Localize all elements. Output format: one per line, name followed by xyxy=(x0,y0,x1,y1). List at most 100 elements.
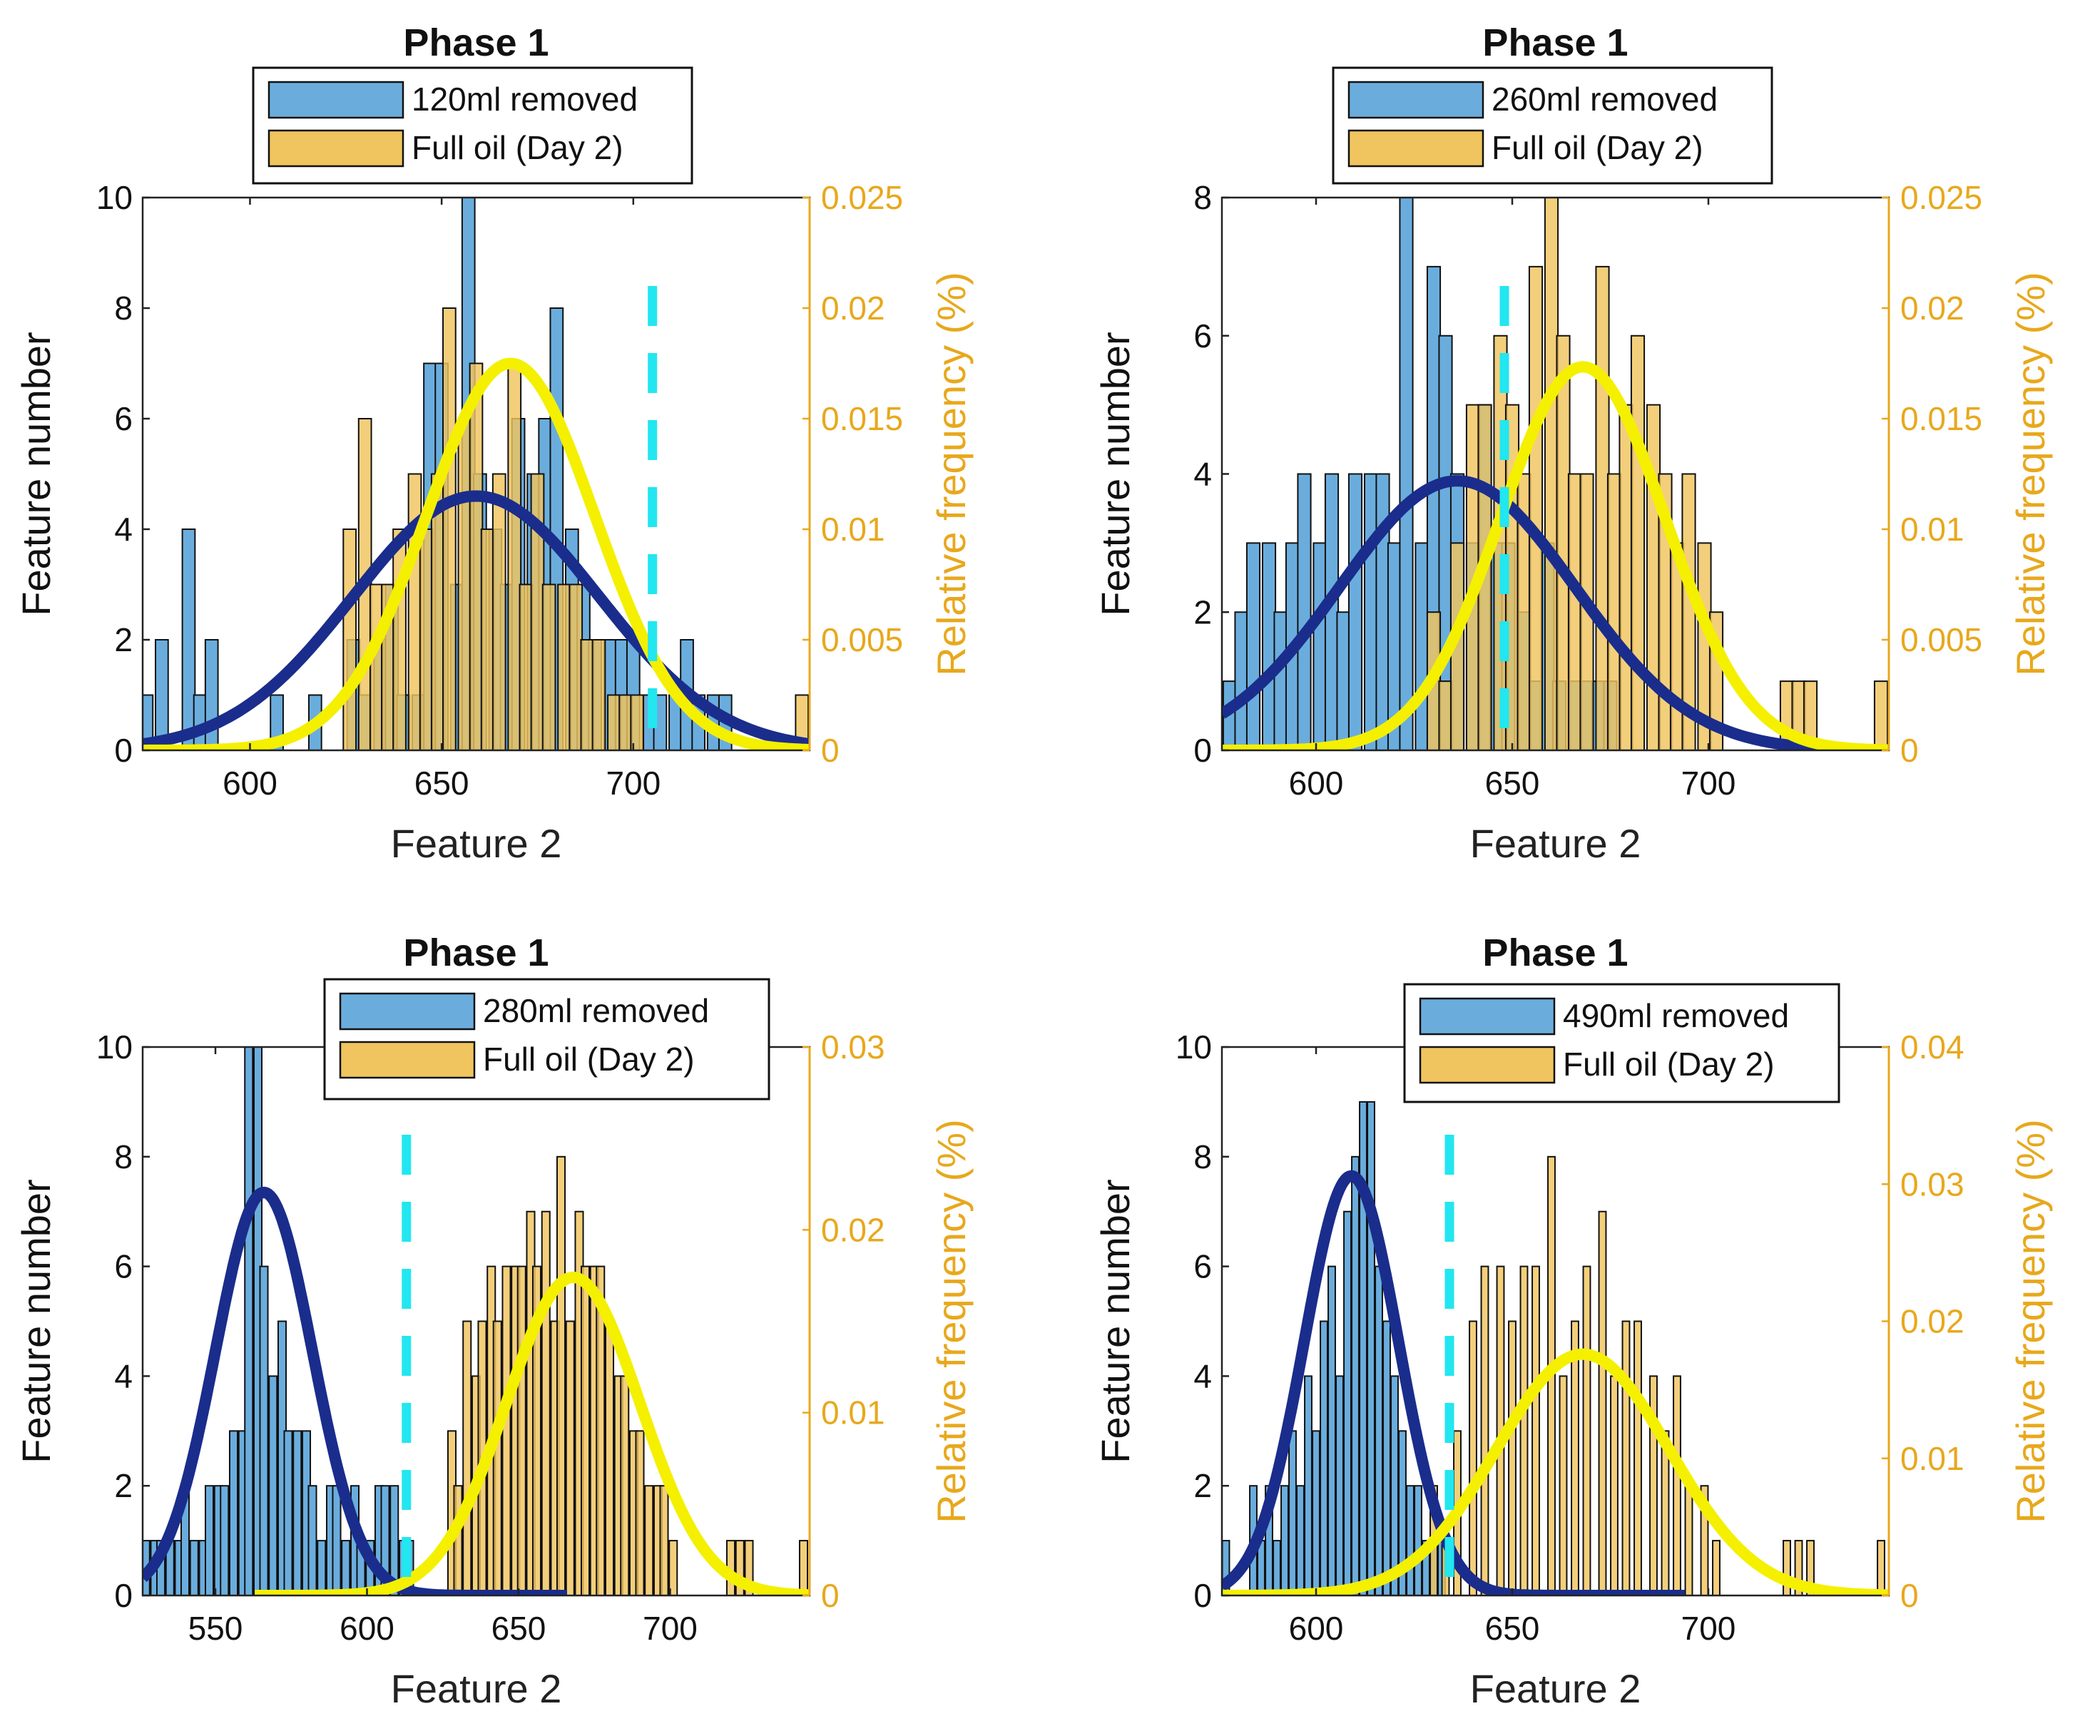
y-tick-label: 10 xyxy=(96,179,133,216)
bar-full-oil xyxy=(1873,680,1889,750)
legend-label-removed: 120ml removed xyxy=(412,81,638,118)
bar-full-oil xyxy=(1519,1265,1529,1595)
legend-label-full-oil: Full oil (Day 2) xyxy=(483,1041,695,1078)
bar-removed xyxy=(1406,1485,1415,1595)
bar-full-oil xyxy=(659,1485,669,1595)
bar-removed xyxy=(1245,542,1261,750)
y-tick-label: 4 xyxy=(1193,456,1212,493)
legend-label-full-oil: Full oil (Day 2) xyxy=(1492,129,1703,166)
bar-removed xyxy=(1327,1265,1336,1595)
bar-full-oil xyxy=(569,583,583,750)
bar-removed xyxy=(1280,1485,1289,1595)
legend-label-full-oil: Full oil (Day 2) xyxy=(1563,1046,1775,1083)
y-tick-label: 8 xyxy=(114,290,133,327)
fit-curve-full-oil xyxy=(1222,361,1889,750)
bar-full-oil xyxy=(1794,1540,1803,1595)
legend: 120ml removed Full oil (Day 2) xyxy=(252,66,693,185)
y2-tick-label: 0 xyxy=(821,1577,840,1614)
bar-full-oil xyxy=(644,1485,654,1595)
fit-curve-full-oil xyxy=(251,1272,810,1595)
bar-full-oil xyxy=(580,639,595,750)
bar-full-oil xyxy=(580,1265,591,1595)
x-tick-label: 650 xyxy=(414,765,469,802)
bar-full-oil xyxy=(1661,1430,1670,1595)
bar-full-oil xyxy=(1606,473,1622,750)
bars-full-oil xyxy=(342,307,810,750)
bar-full-oil xyxy=(798,1540,809,1595)
fit-curve-removed xyxy=(1222,475,1889,750)
bar-removed xyxy=(1343,1210,1352,1595)
y-tick-label: 4 xyxy=(114,1357,133,1394)
bar-removed xyxy=(1296,1485,1305,1595)
bar-removed xyxy=(143,694,154,750)
bar-removed xyxy=(1288,1430,1297,1595)
bar-full-oil xyxy=(1633,1320,1642,1595)
y2-tick-label: 0 xyxy=(821,732,840,769)
bar-full-oil xyxy=(541,583,556,750)
bar-removed xyxy=(317,1540,327,1595)
legend: 260ml removed Full oil (Day 2) xyxy=(1332,66,1773,185)
y2-tick-label: 0.02 xyxy=(821,290,885,327)
bar-full-oil xyxy=(519,583,534,750)
bar-full-oil xyxy=(607,694,621,750)
y-tick-label: 4 xyxy=(114,511,133,548)
bar-full-oil xyxy=(556,1155,566,1595)
y-axis-label: Feature number xyxy=(14,1179,58,1463)
legend: 490ml removed Full oil (Day 2) xyxy=(1403,983,1840,1103)
bar-full-oil xyxy=(501,1265,511,1595)
bar-removed xyxy=(1390,1375,1399,1595)
bar-full-oil xyxy=(1610,1375,1619,1595)
y-tick-label: 6 xyxy=(1193,317,1212,354)
legend-swatch-full-oil xyxy=(1419,1046,1556,1084)
bar-full-oil xyxy=(1469,1320,1477,1595)
bar-removed xyxy=(1335,1375,1344,1595)
bar-removed xyxy=(189,1540,199,1595)
bar-removed xyxy=(155,639,169,750)
x-tick-label: 700 xyxy=(643,1610,698,1647)
bar-removed xyxy=(1347,473,1363,750)
legend-swatch-removed xyxy=(1419,997,1556,1036)
bar-removed xyxy=(204,1485,215,1595)
bar-full-oil xyxy=(453,1485,463,1595)
y2-tick-label: 0.015 xyxy=(821,400,903,437)
panel-title: Phase 1 xyxy=(403,21,549,64)
bar-removed xyxy=(1336,611,1351,750)
bar-full-oil xyxy=(744,1540,754,1595)
bar-full-oil xyxy=(1673,1375,1681,1595)
bar-full-oil xyxy=(1783,1540,1791,1595)
bar-full-oil xyxy=(1508,1320,1517,1595)
y-tick-label: 10 xyxy=(1176,1028,1212,1066)
bar-full-oil xyxy=(462,1320,472,1595)
bar-removed xyxy=(292,1430,302,1595)
x-axis-label: Feature 2 xyxy=(1470,1666,1641,1711)
bar-full-oil xyxy=(1582,1265,1591,1595)
panel-title: Phase 1 xyxy=(1482,21,1628,64)
x-tick-label: 650 xyxy=(1485,1610,1540,1647)
x-tick-label: 650 xyxy=(491,1610,546,1647)
legend: 280ml removed Full oil (Day 2) xyxy=(323,978,770,1101)
bar-full-oil xyxy=(442,307,457,750)
x-tick-label: 700 xyxy=(1681,1610,1736,1647)
bar-removed xyxy=(1312,542,1327,750)
bar-removed xyxy=(1304,1375,1312,1595)
bar-full-oil xyxy=(491,473,506,750)
bar-full-oil xyxy=(507,362,522,750)
bar-full-oil xyxy=(1621,1320,1631,1595)
x-tick-label: 550 xyxy=(188,1610,243,1647)
bar-removed xyxy=(1312,1430,1320,1595)
legend-label-removed: 260ml removed xyxy=(1492,81,1718,118)
bar-full-oil xyxy=(1806,1540,1815,1595)
fit-curve-removed xyxy=(143,490,810,750)
bar-removed xyxy=(332,1485,342,1595)
bar-removed xyxy=(1297,473,1312,750)
bar-removed xyxy=(1375,1265,1383,1595)
y-tick-label: 6 xyxy=(114,1248,133,1285)
bar-full-oil xyxy=(492,1320,502,1595)
bar-full-oil xyxy=(591,639,606,750)
y-axis-label: Feature number xyxy=(1093,1179,1138,1463)
fit-curve-removed xyxy=(143,1186,571,1595)
y-tick-label: 8 xyxy=(1193,1138,1212,1175)
x-tick-label: 600 xyxy=(340,1610,394,1647)
x-axis-label: Feature 2 xyxy=(391,1666,562,1711)
y-tick-label: 2 xyxy=(1193,593,1212,630)
